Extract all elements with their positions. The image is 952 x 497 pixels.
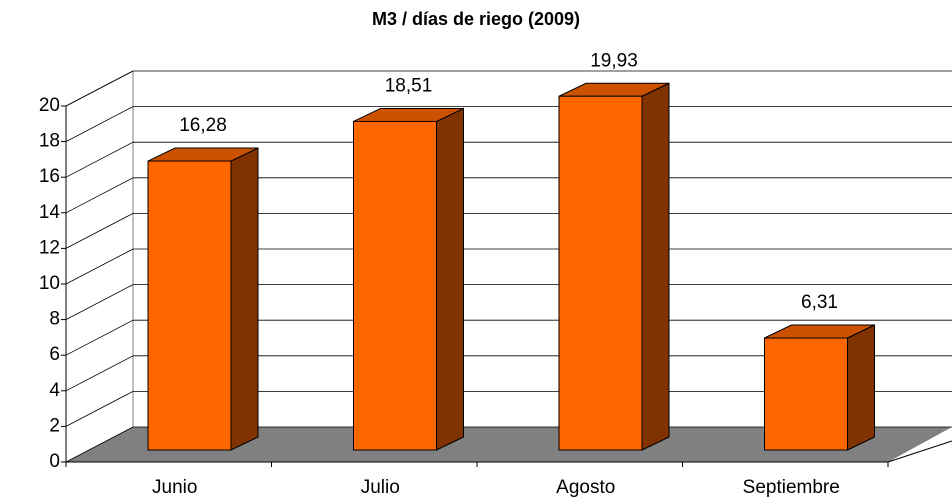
grid-line: [65, 248, 134, 285]
x-tick-label: Septiembre: [743, 477, 840, 497]
bar-side: [847, 324, 875, 451]
y-tick-label: 12: [39, 237, 60, 258]
grid-line: [65, 355, 134, 392]
floor-edge: [887, 440, 952, 463]
value-label: 16,28: [179, 115, 227, 136]
y-tick-label: 4: [49, 380, 60, 401]
y-tick-label: 14: [39, 202, 61, 223]
x-tick-label: Agosto: [556, 477, 615, 497]
grid-line: [65, 141, 134, 178]
y-tick-label: 2: [49, 415, 60, 436]
y-tick-label: 10: [39, 273, 60, 294]
bar: [764, 337, 848, 451]
grid-line: [65, 319, 134, 356]
bar: [353, 120, 437, 451]
value-label: 6,31: [801, 292, 838, 313]
y-tick-label: 6: [49, 344, 60, 365]
grid-line: [65, 177, 134, 214]
grid-line: [65, 213, 134, 249]
x-tick-label: Julio: [361, 477, 400, 497]
y-tick-label: 18: [39, 131, 60, 152]
bar-side: [641, 82, 670, 451]
value-label: 19,93: [590, 50, 638, 71]
bar-side: [436, 107, 464, 451]
bar: [558, 95, 643, 451]
chart-title: M3 / días de riego (2009): [372, 9, 580, 29]
y-tick-label: 8: [49, 309, 60, 330]
grid-line: [65, 426, 134, 463]
y-tick-label: 0: [49, 451, 60, 472]
y-tick-label: 20: [39, 95, 60, 116]
bar: [147, 160, 232, 451]
bar-side: [230, 147, 259, 451]
grid-line: [65, 391, 134, 427]
value-label: 18,51: [385, 75, 433, 96]
x-tick-label: Junio: [152, 477, 197, 497]
y-tick-label: 16: [39, 166, 60, 187]
grid-line: [65, 70, 134, 107]
floor: [66, 427, 952, 462]
grid-line: [65, 106, 134, 142]
grid-line: [65, 284, 134, 320]
